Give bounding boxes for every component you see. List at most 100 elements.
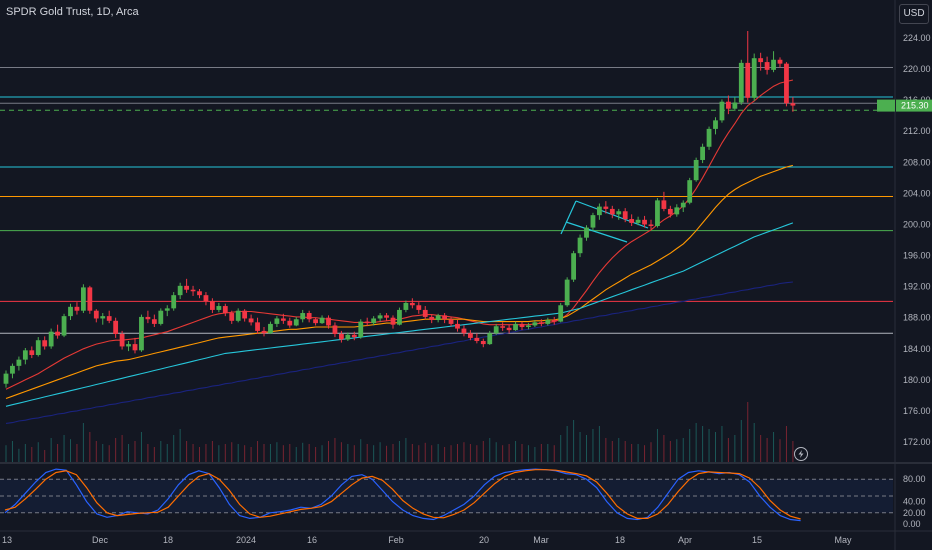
candle[interactable] xyxy=(532,320,538,328)
candle[interactable] xyxy=(10,363,15,379)
candle[interactable] xyxy=(513,321,518,331)
candle[interactable] xyxy=(538,319,544,327)
candle[interactable] xyxy=(345,332,351,341)
candle[interactable] xyxy=(42,336,48,350)
candle[interactable] xyxy=(429,314,435,324)
candle[interactable] xyxy=(442,313,447,324)
candle[interactable] xyxy=(81,284,86,314)
candle[interactable] xyxy=(700,143,705,164)
candle[interactable] xyxy=(545,317,551,326)
candle[interactable] xyxy=(403,300,409,313)
candle[interactable] xyxy=(551,316,557,325)
candle[interactable] xyxy=(706,126,712,150)
candle[interactable] xyxy=(351,331,357,341)
candle[interactable] xyxy=(667,205,673,218)
candle[interactable] xyxy=(74,302,80,315)
candle[interactable] xyxy=(609,205,615,219)
candle[interactable] xyxy=(300,309,306,323)
candle[interactable] xyxy=(306,310,312,323)
candle[interactable] xyxy=(126,341,131,352)
candle[interactable] xyxy=(455,320,460,332)
candle[interactable] xyxy=(377,313,383,322)
candle[interactable] xyxy=(255,317,260,335)
lightning-icon[interactable] xyxy=(794,447,808,461)
candle[interactable] xyxy=(571,250,576,282)
candle[interactable] xyxy=(635,216,641,226)
candle[interactable] xyxy=(777,57,783,68)
candle[interactable] xyxy=(216,302,222,313)
candle[interactable] xyxy=(358,319,364,339)
candle[interactable] xyxy=(113,317,119,338)
candle[interactable] xyxy=(526,323,531,330)
candle[interactable] xyxy=(210,298,215,314)
candle[interactable] xyxy=(164,305,170,317)
candle[interactable] xyxy=(397,307,402,326)
candle[interactable] xyxy=(3,370,9,388)
candle[interactable] xyxy=(409,298,415,309)
candle[interactable] xyxy=(487,330,493,345)
candle[interactable] xyxy=(384,313,389,321)
candle[interactable] xyxy=(584,225,589,241)
candle[interactable] xyxy=(693,157,699,182)
candle[interactable] xyxy=(448,316,454,327)
candle[interactable] xyxy=(93,309,99,323)
candle[interactable] xyxy=(203,292,209,306)
candle[interactable] xyxy=(629,214,635,227)
candle[interactable] xyxy=(751,53,757,101)
candle[interactable] xyxy=(603,201,609,214)
candle[interactable] xyxy=(261,327,267,337)
candle[interactable] xyxy=(190,285,196,296)
candle[interactable] xyxy=(732,97,738,112)
candle[interactable] xyxy=(422,306,428,320)
candle[interactable] xyxy=(622,208,628,223)
currency-button[interactable]: USD xyxy=(899,4,929,24)
candle[interactable] xyxy=(197,288,202,299)
candle[interactable] xyxy=(280,313,286,324)
candle[interactable] xyxy=(474,333,480,344)
candle[interactable] xyxy=(332,322,338,338)
horizontal-lines[interactable] xyxy=(0,67,893,334)
candle[interactable] xyxy=(229,310,235,324)
candle[interactable] xyxy=(132,337,138,354)
time-axis[interactable]: 13 Dec 18 2024 16 Feb 20 Mar 18 Apr 15 May xyxy=(2,535,852,545)
candle[interactable] xyxy=(145,310,151,324)
candle[interactable] xyxy=(764,56,770,75)
candle[interactable] xyxy=(222,303,228,317)
candle[interactable] xyxy=(287,317,293,328)
candle[interactable] xyxy=(597,203,602,220)
candle[interactable] xyxy=(55,324,60,339)
candle[interactable] xyxy=(661,191,667,212)
candle[interactable] xyxy=(687,177,693,205)
candle[interactable] xyxy=(616,208,622,220)
candle[interactable] xyxy=(371,316,377,326)
candle[interactable] xyxy=(435,313,441,323)
candle[interactable] xyxy=(713,117,718,135)
candlesticks[interactable] xyxy=(3,31,796,388)
candle[interactable] xyxy=(16,356,22,371)
candle[interactable] xyxy=(390,315,396,329)
candle[interactable] xyxy=(577,234,583,258)
candle[interactable] xyxy=(313,317,318,326)
candle[interactable] xyxy=(416,302,422,314)
channel-line-upper[interactable] xyxy=(560,200,577,235)
candle[interactable] xyxy=(293,316,299,327)
candle[interactable] xyxy=(22,347,28,365)
candle[interactable] xyxy=(235,308,241,323)
candle[interactable] xyxy=(184,278,189,293)
price-axis[interactable]: 224.00220.00216.00212.00208.00204.00200.… xyxy=(903,33,931,447)
candle[interactable] xyxy=(274,316,280,328)
candle[interactable] xyxy=(364,317,370,327)
candle[interactable] xyxy=(726,95,731,115)
candle[interactable] xyxy=(480,338,486,348)
channel-line-bottom[interactable] xyxy=(565,221,628,243)
candle[interactable] xyxy=(68,303,73,321)
candle[interactable] xyxy=(648,219,654,230)
candle[interactable] xyxy=(29,346,35,359)
candle[interactable] xyxy=(158,308,164,326)
candle[interactable] xyxy=(106,310,112,324)
symbol-title[interactable]: SPDR Gold Trust, 1D, Arca xyxy=(6,6,139,18)
candle[interactable] xyxy=(564,277,570,307)
candle[interactable] xyxy=(48,328,54,349)
